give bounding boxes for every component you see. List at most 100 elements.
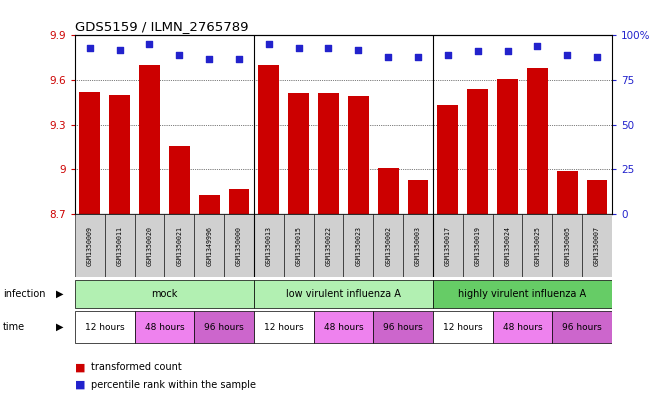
Text: 12 hours: 12 hours xyxy=(443,323,482,332)
Bar xyxy=(79,92,100,214)
Bar xyxy=(408,180,428,214)
Bar xyxy=(139,65,160,214)
Bar xyxy=(527,68,547,214)
Text: infection: infection xyxy=(3,288,46,299)
Bar xyxy=(378,168,398,214)
Bar xyxy=(314,214,344,277)
Text: highly virulent influenza A: highly virulent influenza A xyxy=(458,289,587,299)
Text: percentile rank within the sample: percentile rank within the sample xyxy=(91,380,256,390)
Point xyxy=(383,54,393,60)
Bar xyxy=(497,79,518,214)
Text: GSM1350009: GSM1350009 xyxy=(87,226,93,266)
Text: 96 hours: 96 hours xyxy=(204,323,244,332)
Bar xyxy=(224,214,254,277)
Text: transformed count: transformed count xyxy=(91,362,182,373)
Point xyxy=(174,52,184,58)
Point xyxy=(353,46,363,53)
Point xyxy=(592,54,602,60)
Text: GSM1350021: GSM1350021 xyxy=(176,226,182,266)
Text: 12 hours: 12 hours xyxy=(85,323,124,332)
Point xyxy=(145,41,155,48)
Bar xyxy=(373,311,433,343)
Text: 48 hours: 48 hours xyxy=(324,323,363,332)
Bar xyxy=(522,214,552,277)
Bar xyxy=(373,214,403,277)
Text: GSM1350025: GSM1350025 xyxy=(534,226,540,266)
Point xyxy=(264,41,274,48)
Text: GSM1350023: GSM1350023 xyxy=(355,226,361,266)
Text: 96 hours: 96 hours xyxy=(562,323,602,332)
Text: ■: ■ xyxy=(75,380,85,390)
Text: GSM1350022: GSM1350022 xyxy=(326,226,331,266)
Text: GDS5159 / ILMN_2765789: GDS5159 / ILMN_2765789 xyxy=(75,20,249,33)
Text: time: time xyxy=(3,322,25,332)
Bar xyxy=(552,311,612,343)
Bar xyxy=(258,65,279,214)
Bar xyxy=(463,214,493,277)
Bar xyxy=(229,189,249,214)
Text: GSM1350011: GSM1350011 xyxy=(117,226,122,266)
Bar xyxy=(314,311,373,343)
Text: GSM1350005: GSM1350005 xyxy=(564,226,570,266)
Point xyxy=(324,45,334,51)
Point xyxy=(85,45,95,51)
Bar xyxy=(135,214,165,277)
Text: 48 hours: 48 hours xyxy=(145,323,184,332)
Point xyxy=(294,45,304,51)
Text: low virulent influenza A: low virulent influenza A xyxy=(286,289,401,299)
Text: GSM1350019: GSM1350019 xyxy=(475,226,480,266)
Bar xyxy=(493,214,522,277)
Point xyxy=(473,48,483,55)
Point xyxy=(234,55,244,62)
Bar xyxy=(254,311,314,343)
Text: GSM1350017: GSM1350017 xyxy=(445,226,451,266)
Text: GSM1349996: GSM1349996 xyxy=(206,226,212,266)
Text: ▶: ▶ xyxy=(56,322,64,332)
Bar xyxy=(582,214,612,277)
Text: 12 hours: 12 hours xyxy=(264,323,303,332)
Text: mock: mock xyxy=(151,289,178,299)
Bar xyxy=(348,96,368,214)
Bar xyxy=(433,311,493,343)
Bar xyxy=(254,214,284,277)
Point xyxy=(532,43,542,49)
Bar xyxy=(493,311,552,343)
Bar xyxy=(169,146,189,214)
Point xyxy=(443,52,453,58)
Text: 96 hours: 96 hours xyxy=(383,323,423,332)
Text: ■: ■ xyxy=(75,362,85,373)
Bar xyxy=(552,214,582,277)
Text: GSM1350003: GSM1350003 xyxy=(415,226,421,266)
Text: GSM1350024: GSM1350024 xyxy=(505,226,510,266)
Point xyxy=(204,55,214,62)
Bar xyxy=(194,214,224,277)
Bar xyxy=(587,180,607,214)
Text: GSM1350000: GSM1350000 xyxy=(236,226,242,266)
Bar xyxy=(199,195,219,214)
Bar xyxy=(75,311,135,343)
Bar xyxy=(467,89,488,214)
Bar xyxy=(437,105,458,214)
Text: GSM1350007: GSM1350007 xyxy=(594,226,600,266)
Bar xyxy=(109,95,130,214)
Point xyxy=(413,54,423,60)
Bar xyxy=(194,311,254,343)
Bar xyxy=(288,94,309,214)
Bar xyxy=(105,214,135,277)
Point xyxy=(503,48,513,55)
Text: GSM1350015: GSM1350015 xyxy=(296,226,301,266)
Bar xyxy=(254,280,433,308)
Point xyxy=(562,52,572,58)
Point xyxy=(115,46,125,53)
Bar xyxy=(318,94,339,214)
Bar xyxy=(75,280,254,308)
Text: GSM1350013: GSM1350013 xyxy=(266,226,272,266)
Text: GSM1350020: GSM1350020 xyxy=(146,226,152,266)
Bar xyxy=(75,214,105,277)
Text: 48 hours: 48 hours xyxy=(503,323,542,332)
Bar xyxy=(284,214,314,277)
Bar xyxy=(135,311,194,343)
Text: GSM1350002: GSM1350002 xyxy=(385,226,391,266)
Bar xyxy=(557,171,577,214)
Bar xyxy=(433,280,612,308)
